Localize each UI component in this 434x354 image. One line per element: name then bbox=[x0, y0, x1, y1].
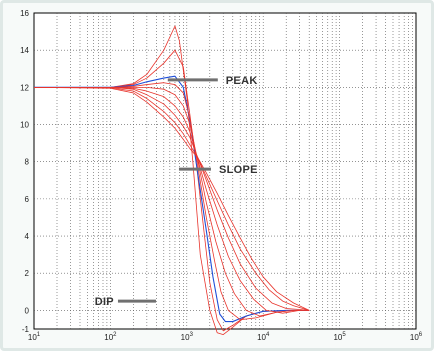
annotation-label-slope: SLOPE bbox=[219, 164, 258, 176]
x-tick-label: 105 bbox=[333, 332, 346, 342]
y-tick-label: 4 bbox=[25, 232, 30, 241]
series-line-3 bbox=[34, 75, 310, 323]
series-line-6 bbox=[34, 86, 310, 314]
plot-area bbox=[33, 12, 417, 330]
y-tick-label: 6 bbox=[25, 195, 30, 204]
y-tick-label: 0 bbox=[25, 306, 30, 315]
y-tick-label: 10 bbox=[20, 121, 29, 130]
x-tick-label: 106 bbox=[410, 332, 423, 342]
series-line-4 bbox=[34, 82, 310, 321]
x-tick-label: 103 bbox=[181, 332, 194, 342]
y-tick-label: 12 bbox=[20, 83, 29, 92]
annotations: PEAK SLOPE DIP bbox=[95, 75, 258, 308]
series-line-8 bbox=[33, 86, 310, 311]
y-tick-label: -1 bbox=[22, 325, 30, 334]
x-tick-label: 104 bbox=[257, 332, 270, 342]
series-group bbox=[33, 25, 310, 335]
series-line-9 bbox=[33, 86, 310, 311]
chart-svg: -1 0 2 4 6 8 10 12 14 16 101 102 103 104 105 106 PEAK SL… bbox=[20, 9, 423, 342]
x-tick-label: 102 bbox=[104, 332, 117, 342]
annotation-label-dip: DIP bbox=[95, 296, 114, 308]
series-line-5 bbox=[34, 86, 310, 317]
y-tick-label: 8 bbox=[25, 158, 30, 167]
tick-labels: -1 0 2 4 6 8 10 12 14 16 101 102 103 104 105 106 bbox=[20, 9, 423, 342]
y-tick-label: 2 bbox=[25, 269, 30, 278]
x-tick-label: 101 bbox=[28, 332, 41, 342]
y-tick-label: 14 bbox=[20, 46, 29, 55]
y-tick-label: 16 bbox=[20, 9, 29, 18]
annotation-label-peak: PEAK bbox=[226, 75, 258, 87]
